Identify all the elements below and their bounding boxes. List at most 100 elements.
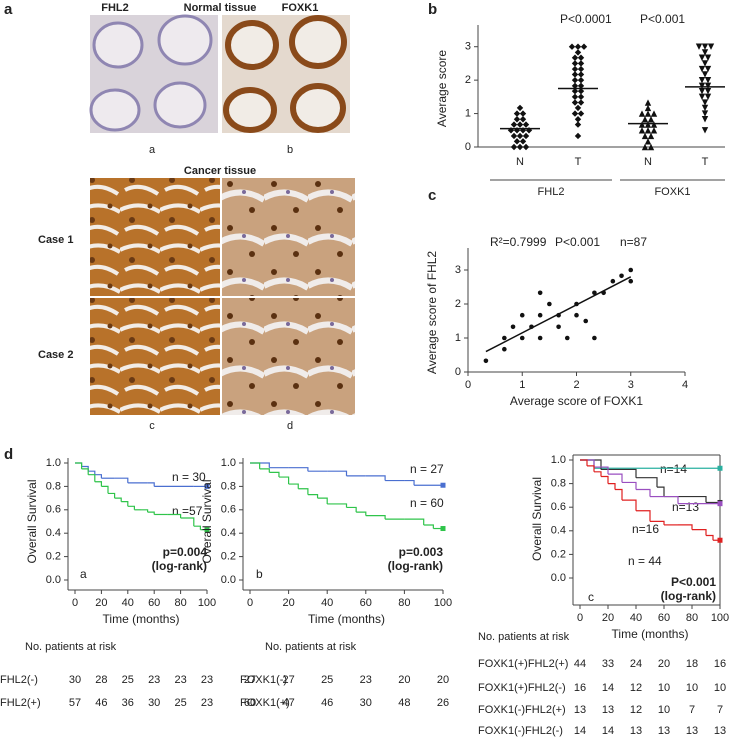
x-tick-label: 0 [247,597,253,609]
data-point [510,324,516,330]
data-point [704,54,712,61]
x-tick-label: 60 [658,612,670,624]
annotation: (log-rank) [388,559,443,573]
data-point [650,121,658,128]
survival-step [706,534,714,541]
case-label: Case 1 [38,234,73,246]
risk-count: 46 [95,697,107,709]
data-point [519,116,527,123]
data-point [571,71,579,78]
survival-step [88,474,96,482]
survival-step [404,518,425,526]
y-tick-label: 1 [455,332,461,344]
survival-step [147,482,155,487]
y-tick-label: 0.4 [221,527,236,539]
survival-step [180,517,195,527]
risk-count: 14 [602,725,614,737]
data-point [502,346,507,352]
survival-step [594,471,602,477]
survival-step [601,475,609,484]
x-tick-label: 3 [628,379,634,391]
image-label: FOXK1 [282,2,319,14]
risk-count: 10 [714,682,726,694]
survival-step [601,468,637,478]
censor-mark [440,482,446,488]
data-point [647,116,655,123]
survival-step [404,479,415,486]
survival-step [650,520,665,525]
data-point [537,335,543,341]
data-point [537,290,543,296]
data-point [571,87,579,95]
annotation: n=87 [620,235,647,249]
data-point [701,99,709,106]
survival-step [327,470,348,476]
data-point [638,127,646,134]
image-caption: d [287,420,293,432]
image-caption: c [149,420,155,432]
risk-count: 27 [244,674,256,686]
x-tick-label: 60 [148,597,160,609]
censor-mark [717,537,723,543]
risk-count: 36 [122,697,134,709]
survival-step [75,462,83,469]
data-point [577,65,585,73]
y-tick-label: 0.0 [46,574,61,586]
data-point [571,99,579,106]
risk-count: 23 [201,674,213,686]
survival-step [636,477,658,488]
data-point [647,143,655,151]
annotation: n = 44 [628,554,662,568]
data-point [571,60,579,67]
panel-label: d [4,446,13,463]
data-point [701,116,709,123]
group-label: FOXK1 [654,186,690,198]
y-axis-label: Overall Survival [530,477,544,561]
data-point [638,121,646,128]
data-point [610,278,616,284]
annotation: b [256,567,263,581]
data-point [577,76,585,84]
image-label: Cancer tissue [184,165,256,177]
risk-count: 16 [574,682,586,694]
data-point [574,116,582,123]
survival-step [664,495,679,504]
data-point [571,110,579,117]
survival-step [587,465,595,472]
y-tick-label: 0.2 [46,551,61,563]
data-point [577,54,585,61]
risk-row-label: FOXK1(+)FHL2(-) [478,682,566,694]
data-point [583,318,589,324]
x-tick-label: 40 [122,597,134,609]
annotation: n=13 [672,500,699,514]
data-point [529,324,534,330]
image-case2-foxk1 [222,298,355,415]
data-point [701,43,709,50]
survival-step [114,497,122,502]
survival-step [327,503,348,508]
data-point [574,104,582,112]
x-tick-label: 0 [577,612,583,624]
y-tick-label: 0.6 [46,504,61,516]
annotation: n =57 [172,504,203,518]
risk-count: 23 [201,697,213,709]
risk-count: 57 [69,697,81,709]
risk-count: 20 [398,674,410,686]
survival-step [81,468,89,475]
data-point [513,116,521,123]
y-tick-label: 0.4 [551,525,566,537]
data-point [516,143,524,151]
y-tick-label: 0.4 [46,527,61,539]
y-tick-label: 0.0 [551,572,566,584]
survival-step [317,497,328,504]
y-tick-label: 0 [465,141,471,153]
survival-step [167,513,182,518]
survival-step [657,486,665,497]
y-axis-label: Average score [435,50,449,127]
survival-step [278,476,290,485]
x-tick-label: 20 [602,612,614,624]
image-case2-fhl2 [90,298,220,415]
risk-count: 14 [602,682,614,694]
y-tick-label: 0.6 [221,504,236,516]
data-point [571,82,579,90]
